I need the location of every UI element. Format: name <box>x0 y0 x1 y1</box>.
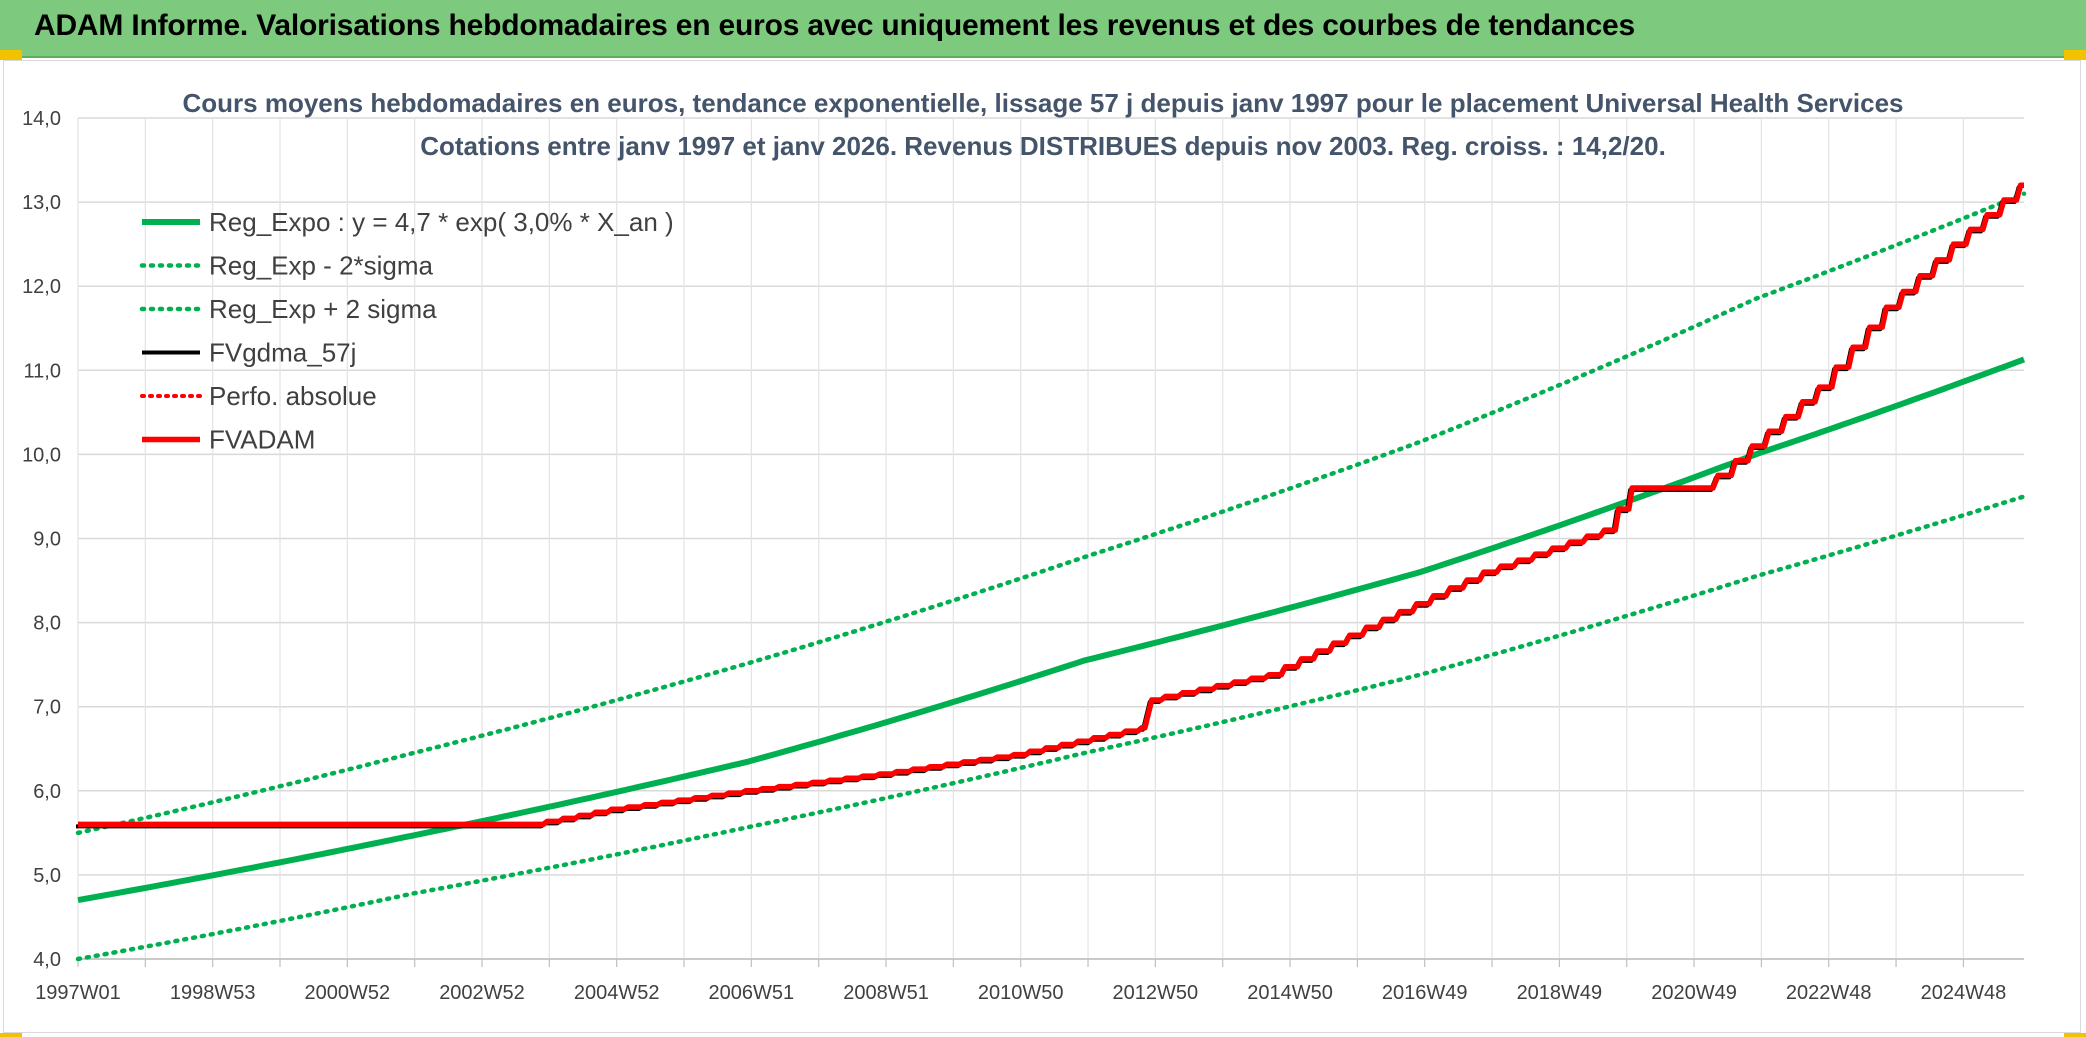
chart-title-line-2: Cotations entre janv 1997 et janv 2026. … <box>420 131 1666 161</box>
chart-title-line-1: Cours moyens hebdomadaires en euros, ten… <box>183 88 1904 118</box>
series-line-5 <box>78 182 2024 828</box>
y-tick-label: 9,0 <box>33 529 61 551</box>
x-tick-label: 2002W52 <box>439 982 525 1004</box>
corner-mark-bottom-right <box>2064 1033 2086 1037</box>
legend-label-3: FVgdma_57j <box>209 338 356 368</box>
x-tick-label: 2008W51 <box>843 982 929 1004</box>
y-tick-label: 12,0 <box>22 276 61 298</box>
legend-label-2: Reg_Exp + 2 sigma <box>209 294 437 324</box>
header-banner: ADAM Informe. Valorisations hebdomadaire… <box>0 0 2086 58</box>
x-tick-label: 2000W52 <box>305 982 391 1004</box>
y-axis-ticks: 4,0 5,0 6,0 7,0 8,0 9,0 10,0 11,0 12,0 13,0 14,0 <box>22 108 61 971</box>
x-tick-label: 2014W50 <box>1247 982 1333 1004</box>
page-title: ADAM Informe. Valorisations hebdomadaire… <box>34 9 1635 42</box>
chart-frame <box>3 60 2081 1033</box>
x-tick-label: 2022W48 <box>1786 982 1872 1004</box>
series-lines <box>75 182 2027 962</box>
y-tick-label: 7,0 <box>33 697 61 719</box>
y-tick-label: 11,0 <box>24 360 61 382</box>
y-tick-label: 10,0 <box>22 444 61 466</box>
x-tick-label: 1997W01 <box>35 982 121 1004</box>
grid <box>77 117 2024 967</box>
y-tick-label: 8,0 <box>33 613 61 635</box>
series-line-1 <box>75 494 2027 962</box>
series-line-3 <box>76 185 2022 829</box>
y-tick-label: 13,0 <box>22 192 61 214</box>
legend-label-0: Reg_Expo : y = 4,7 * exp( 3,0% * X_an ) <box>209 207 674 237</box>
legend: Reg_Expo : y = 4,7 * exp( 3,0% * X_an ) R… <box>139 207 674 455</box>
legend-label-5: FVADAM <box>209 425 315 455</box>
legend-label-4: Perfo. absolue <box>209 381 377 411</box>
x-tick-label: 2018W49 <box>1517 982 1603 1004</box>
series-line-2 <box>75 191 2027 836</box>
y-tick-label: 14,0 <box>22 108 61 130</box>
x-tick-label: 1998W53 <box>170 982 256 1004</box>
x-tick-label: 2012W50 <box>1113 982 1199 1004</box>
y-tick-label: 5,0 <box>33 865 61 887</box>
corner-mark-bottom-left <box>0 1033 22 1037</box>
y-tick-label: 4,0 <box>33 949 61 971</box>
x-tick-label: 2004W52 <box>574 982 660 1004</box>
x-axis-ticks: 1997W01 1998W53 2000W52 2002W52 2004W52 2006W… <box>35 982 2006 1004</box>
legend-label-1: Reg_Exp - 2*sigma <box>209 251 434 281</box>
corner-mark-right <box>2064 50 2086 60</box>
x-tick-label: 2024W48 <box>1921 982 2007 1004</box>
corner-mark-left <box>0 50 22 60</box>
series-line-0 <box>77 356 2026 904</box>
x-tick-label: 2016W49 <box>1382 982 1468 1004</box>
y-tick-label: 6,0 <box>33 781 61 803</box>
x-tick-label: 2010W50 <box>978 982 1064 1004</box>
x-tick-label: 2020W49 <box>1651 982 1737 1004</box>
x-tick-label: 2006W51 <box>709 982 795 1004</box>
